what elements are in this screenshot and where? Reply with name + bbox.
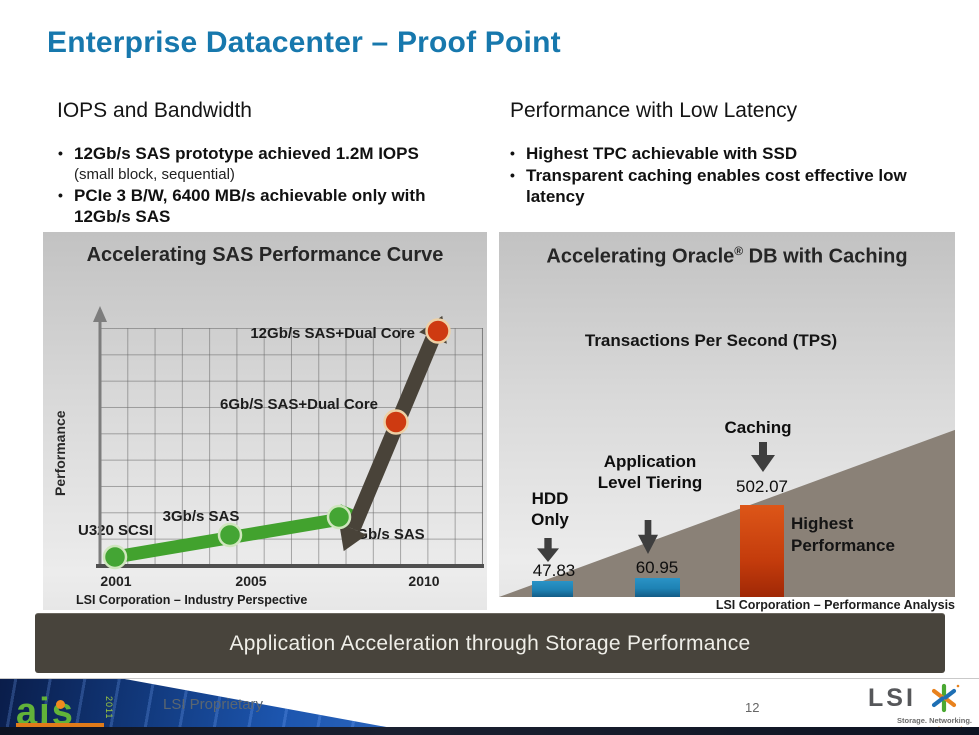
marker-6gb-sas	[326, 504, 352, 530]
ais-logo-year: 2011	[104, 696, 114, 720]
marker-3gb-sas	[217, 522, 243, 548]
bullet-item: • Highest TPC achievable with SSD	[510, 143, 922, 164]
bullet-item: • Transparent caching enables cost effec…	[510, 165, 922, 207]
bullet-item: • 12Gb/s SAS prototype achieved 1.2M IOP…	[58, 143, 462, 164]
x-tick-2001: 2001	[100, 573, 132, 589]
footer-divider	[0, 678, 979, 679]
category-caching: Caching	[724, 418, 792, 437]
bullet-text: Highest TPC achievable with SSD	[526, 144, 798, 163]
oracle-chart-title: Accelerating Oracle® DB with Caching	[499, 244, 955, 269]
sas-chart-caption: LSI Corporation – Industry Perspective	[76, 593, 308, 607]
right-column-bullets: • Highest TPC achievable with SSD • Tran…	[510, 143, 922, 208]
category-application-tiering: Application Level Tiering	[597, 452, 703, 492]
ais-logo: ais 2011	[0, 679, 430, 735]
sas-trend-plot	[93, 306, 484, 570]
oracle-title-prefix: Accelerating Oracle	[546, 245, 735, 268]
tagline-gray: Storage. Networking.	[896, 716, 972, 725]
point-label-12gb-dual-core: 12Gb/s SAS+Dual Core	[250, 325, 415, 342]
bar-hdd-only	[532, 581, 573, 597]
point-label-6gb-dual-core: 6Gb/S SAS+Dual Core	[220, 396, 378, 413]
bullet-text: 12Gb/s SAS prototype achieved 1.2M IOPS	[74, 144, 419, 163]
right-column-heading: Performance with Low Latency	[510, 99, 798, 122]
bottom-bar	[0, 727, 979, 735]
bar-caching	[740, 505, 784, 597]
banner-text: Application Acceleration through Storage…	[229, 631, 751, 655]
point-label-6gb-sas: 6Gb/s SAS	[348, 526, 425, 543]
lsi-logo-text: LSI	[868, 684, 916, 712]
bullet-icon: •	[510, 145, 515, 161]
ais-logo-dot-icon	[56, 700, 65, 709]
down-arrow-icon	[638, 520, 658, 554]
marker-12gb-dual-core	[425, 318, 451, 344]
marker-u320-scsi	[102, 544, 128, 570]
x-tick-2010: 2010	[408, 573, 440, 589]
bullet-text: Transparent caching enables cost effecti…	[526, 166, 907, 206]
ais-logo-strip	[16, 723, 104, 729]
x-tick-2005: 2005	[235, 573, 267, 589]
dark-arrowhead-bottom-icon	[339, 523, 367, 552]
bullet-text: PCIe 3 B/W, 6400 MB/s achievable only wi…	[74, 186, 426, 226]
annotation-highest-performance: Highest Performance	[791, 514, 895, 555]
point-label-u320-scsi: U320 SCSI	[78, 522, 154, 539]
y-axis-arrow-icon	[93, 306, 107, 322]
registered-mark: ®	[734, 244, 744, 258]
marker-6gb-dual-core	[383, 409, 409, 435]
proprietary-text: LSI Proprietary	[163, 696, 264, 713]
category-hdd-only: HDD Only	[531, 489, 569, 529]
oracle-title-suffix: DB with Caching	[743, 245, 908, 268]
sas-chart-title: Accelerating SAS Performance Curve	[86, 244, 444, 266]
value-hdd-only: 47.83	[532, 561, 576, 580]
bullet-icon: •	[58, 145, 63, 161]
bullet-icon: •	[58, 187, 63, 203]
point-label-3gb-sas: 3Gb/s SAS	[162, 508, 240, 525]
bullet-item: • PCIe 3 B/W, 6400 MB/s achievable only …	[58, 185, 462, 227]
bullet-subtext: (small block, sequential)	[74, 166, 235, 183]
left-column-bullets: • 12Gb/s SAS prototype achieved 1.2M IOP…	[58, 143, 462, 228]
bar-application-tiering	[635, 578, 680, 597]
value-caching: 502.07	[736, 477, 788, 496]
oracle-caching-chart-panel: Accelerating Oracle® DB with Caching Tra…	[499, 232, 955, 597]
lsi-starburst-icon	[931, 683, 960, 713]
sas-performance-chart-panel: Accelerating SAS Performance Curve Perfo…	[43, 232, 487, 610]
tps-subtitle: Transactions Per Second (TPS)	[584, 331, 838, 350]
left-column-heading: IOPS and Bandwidth	[57, 99, 252, 122]
page-title: Enterprise Datacenter – Proof Point	[47, 26, 561, 59]
down-arrow-icon	[537, 538, 559, 562]
value-application-tiering: 60.95	[635, 558, 679, 577]
bottom-banner: Application Acceleration through Storage…	[35, 613, 945, 673]
page-number: 12	[745, 700, 760, 715]
bullet-icon: •	[510, 167, 515, 183]
oracle-chart-caption: LSI Corporation – Performance Analysis	[715, 598, 955, 612]
down-arrow-icon	[751, 442, 775, 472]
